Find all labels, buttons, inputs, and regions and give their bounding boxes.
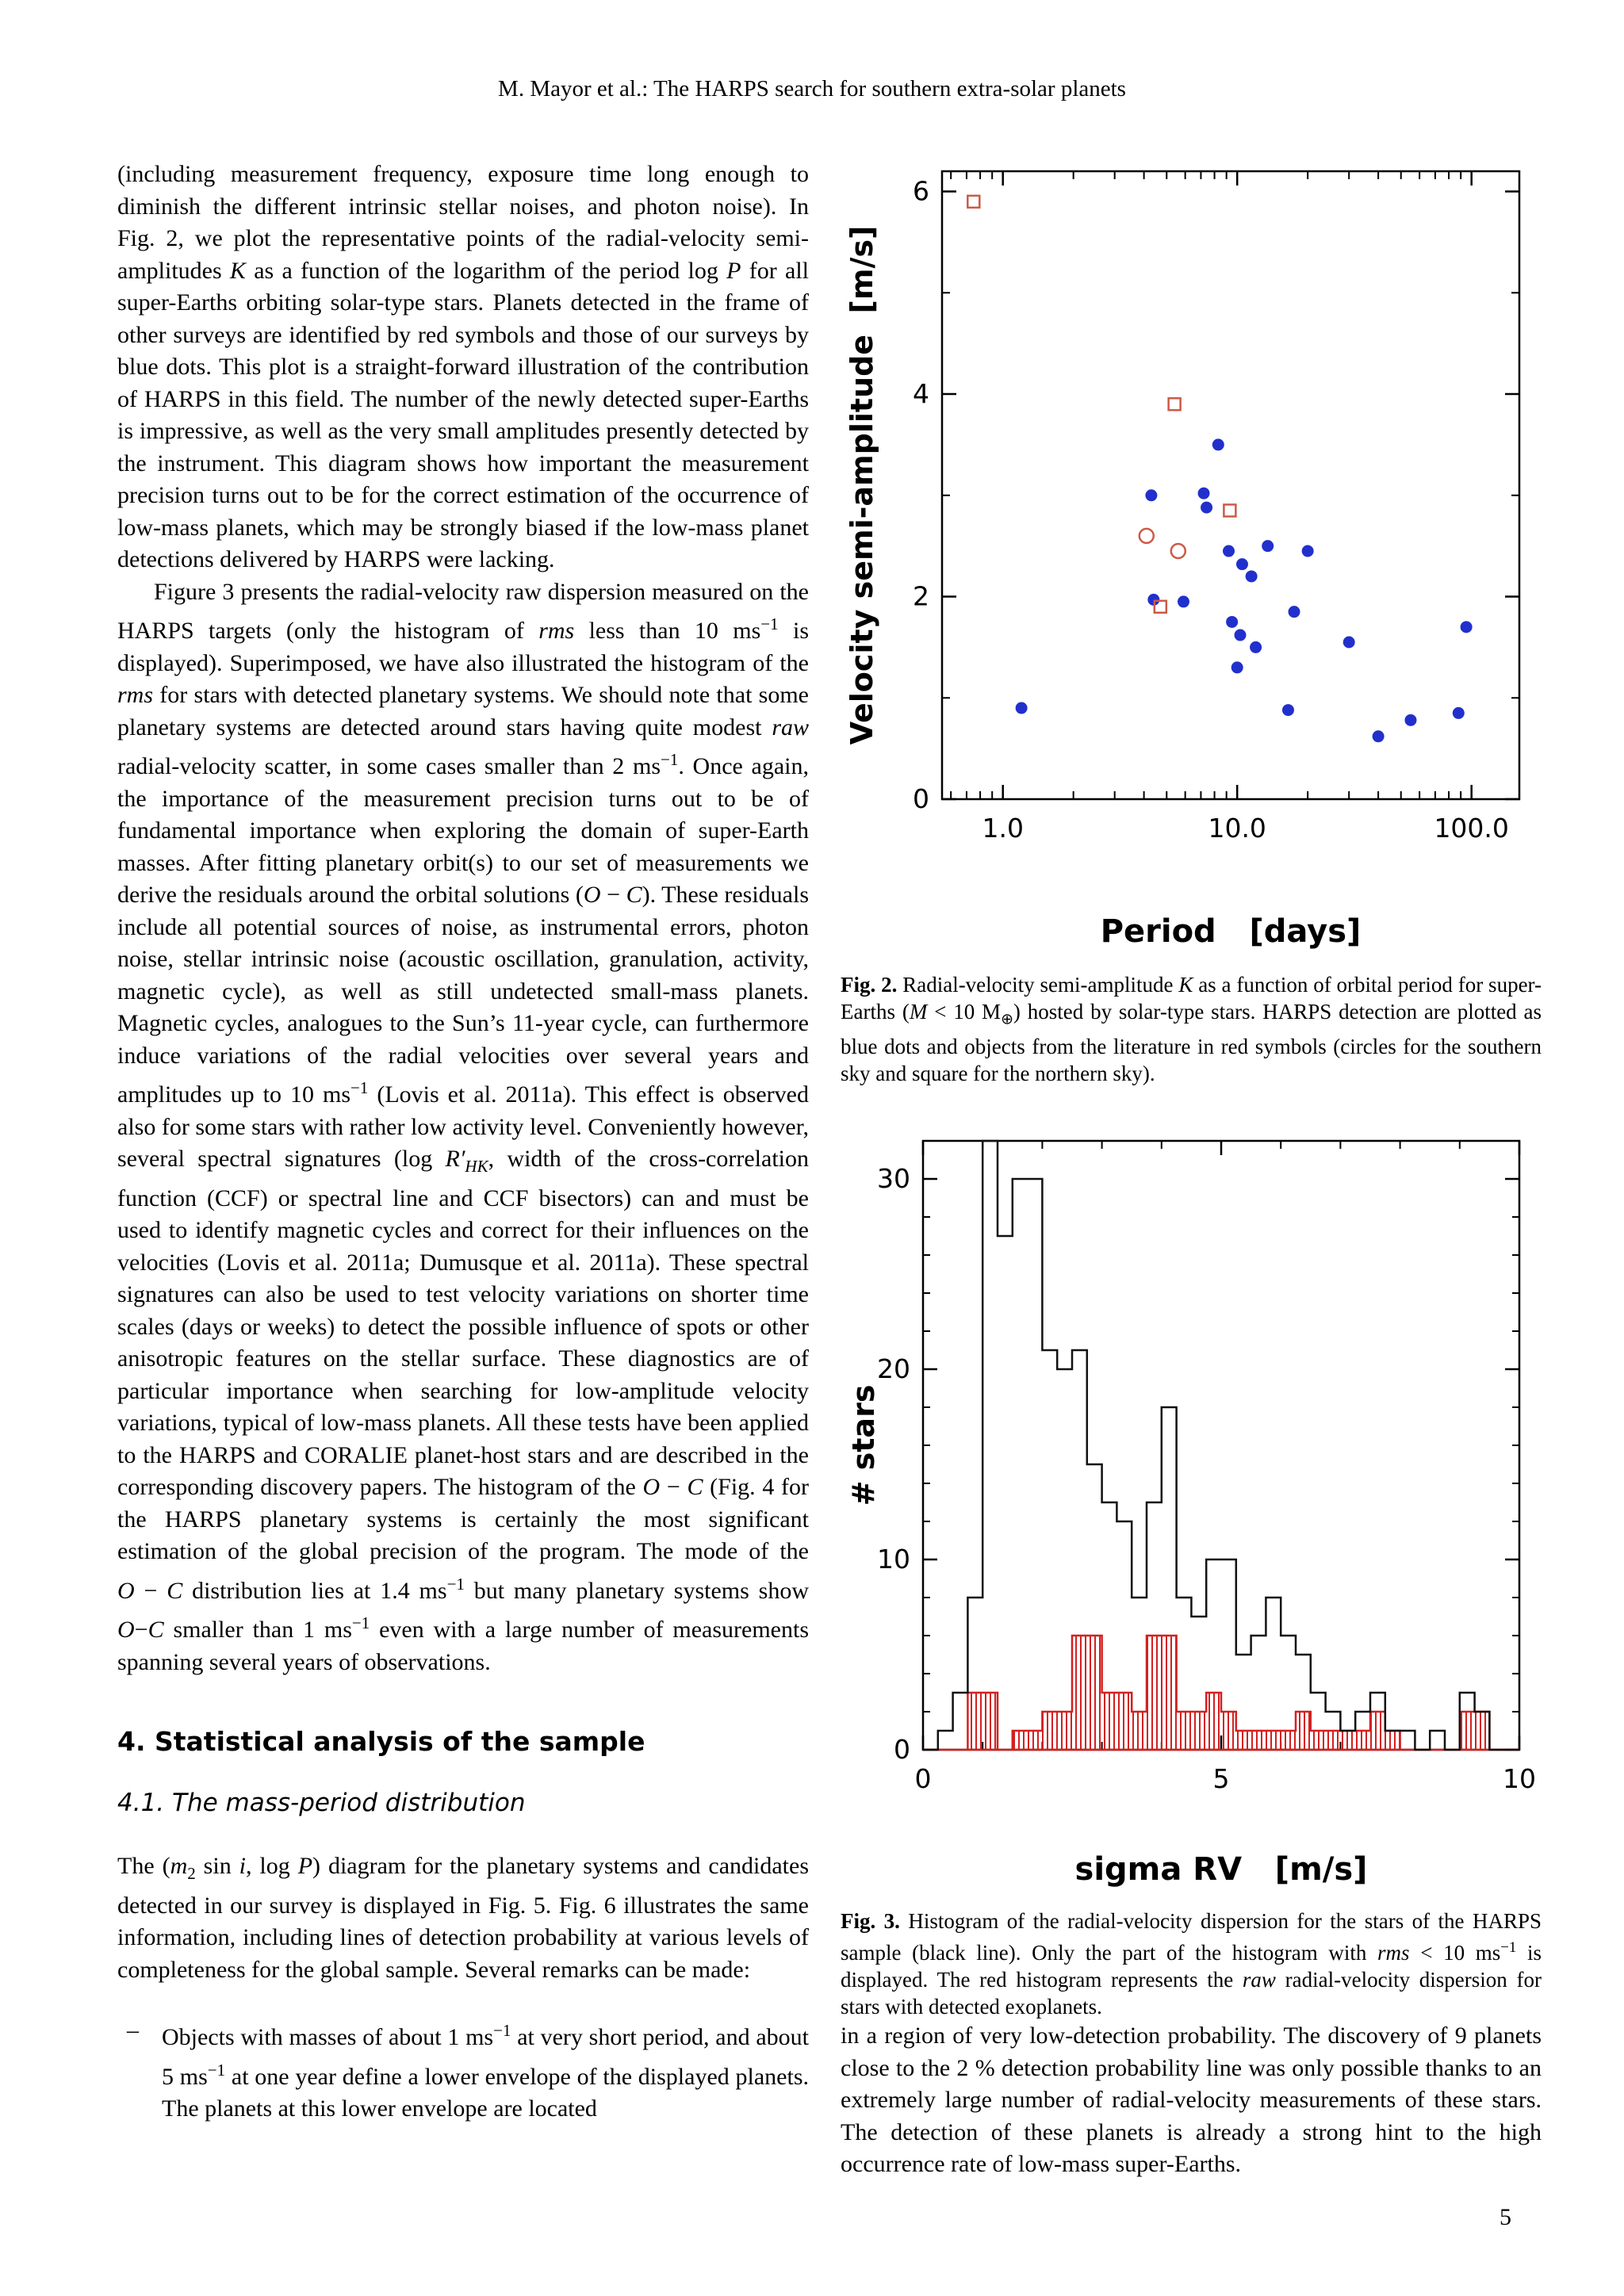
svg-text:2: 2 xyxy=(913,581,929,612)
paragraph: in a region of very low-detection probab… xyxy=(841,2022,1542,2178)
section-heading: 4. Statistical analysis of the sample xyxy=(117,1726,645,1757)
svg-text:4: 4 xyxy=(913,378,929,409)
paragraph: The (m2 sin i, log P) diagram for the pl… xyxy=(117,1853,810,1983)
svg-text:6: 6 xyxy=(913,176,929,207)
svg-text:10: 10 xyxy=(1503,1763,1536,1794)
fig3-chart: 0 5 10 0 10 20 30 sigma RV [m/s] # stars xyxy=(846,1140,1536,1888)
paragraph: Figure 3 presents the radial-velocity ra… xyxy=(117,578,810,1675)
svg-text:# stars: # stars xyxy=(846,1385,881,1506)
svg-text:10.0: 10.0 xyxy=(1208,813,1266,844)
right-column: 1.0 10.0 100.0 0 2 4 6 Period [days] Velocity se… xyxy=(841,147,1542,2181)
subsection-heading: 4.1. The mass-period distribution xyxy=(117,1789,526,1817)
svg-text:100.0: 100.0 xyxy=(1434,813,1508,844)
running-header: M. Mayor et al.: The HARPS search for so… xyxy=(498,76,1126,101)
svg-text:0: 0 xyxy=(894,1734,910,1765)
svg-text:sigma RV [m/s]: sigma RV [m/s] xyxy=(1075,1851,1368,1888)
figure-3-caption: Fig. 3. Histogram of the radial-velocity… xyxy=(841,1909,1542,2019)
fig2-chart: 1.0 10.0 100.0 0 2 4 6 Period [days] Velocity se… xyxy=(845,170,1521,950)
svg-text:Velocity semi-amplitude [m/s]: Velocity semi-amplitude [m/s] xyxy=(845,226,879,745)
list-item: – Objects with masses of about 1 ms−1 at… xyxy=(117,2015,809,2126)
list-item-text: Objects with masses of about 1 ms−1 at v… xyxy=(162,2021,810,2122)
svg-text:10: 10 xyxy=(877,1544,910,1575)
svg-text:5: 5 xyxy=(1213,1763,1230,1794)
list-marker: – xyxy=(127,2017,139,2043)
figure-3: 0 5 10 0 10 20 30 sigma RV [m/s] # stars Fig. 3.… xyxy=(841,1123,1542,2020)
page-number: 5 xyxy=(1500,2204,1511,2230)
svg-text:1.0: 1.0 xyxy=(982,813,1023,844)
figure-2: 1.0 10.0 100.0 0 2 4 6 Period [days] Velocity se… xyxy=(841,147,1542,1087)
paragraph: (including measurement frequency, exposu… xyxy=(117,161,809,572)
svg-text:20: 20 xyxy=(877,1353,910,1384)
figure-2-caption: Fig. 2. Radial-velocity semi-amplitude K… xyxy=(841,973,1542,1086)
svg-text:30: 30 xyxy=(877,1163,910,1194)
svg-text:0: 0 xyxy=(915,1763,932,1794)
svg-text:0: 0 xyxy=(913,783,929,814)
svg-text:Period [days]: Period [days] xyxy=(1101,913,1362,950)
left-column: (including measurement frequency, exposu… xyxy=(117,159,809,2126)
